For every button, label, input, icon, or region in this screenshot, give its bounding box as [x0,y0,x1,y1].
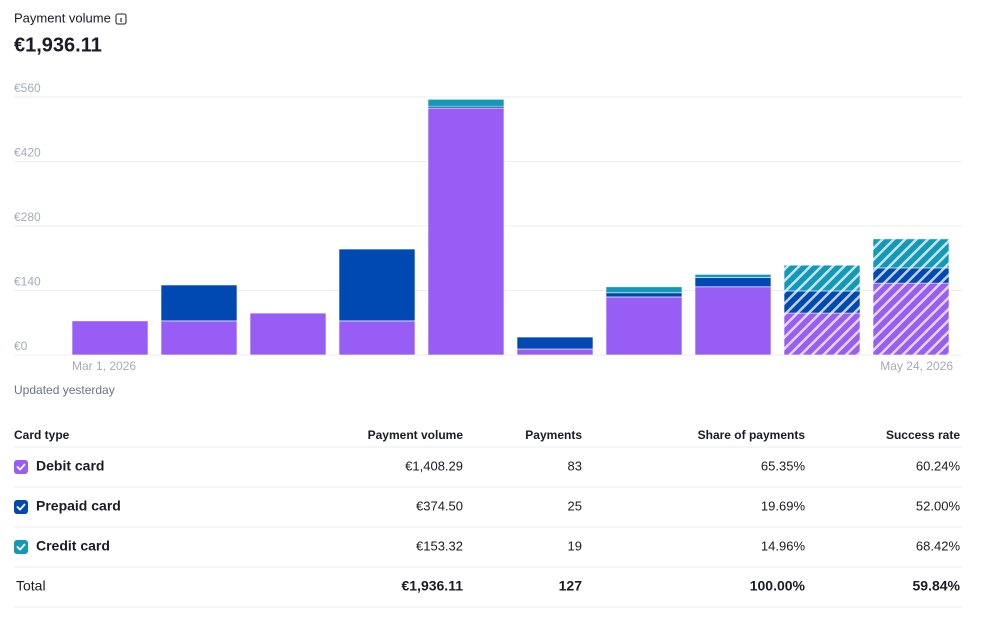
bar-segment [783,290,861,314]
checkbox-check [16,463,26,471]
bar-segment [872,238,950,269]
column-header: Payments [525,428,582,442]
bar-segment [694,274,772,278]
table-cell: 52.00% [916,498,961,513]
y-tick-label: €280 [14,210,41,224]
column-header: Share of payments [698,428,806,442]
total-cell: 127 [559,578,583,594]
bar-segment [338,248,416,322]
checkbox-check [16,543,26,551]
table-cell: 14.96% [761,538,806,553]
table-cell: €374.50 [416,498,463,513]
table-cell: 19 [568,538,582,553]
bar-segment [783,312,861,356]
checkbox-box [14,540,28,554]
table-cell: 68.42% [916,538,961,553]
bar-segment [71,320,149,356]
y-tick-label: €420 [14,146,41,160]
table-cell: 19.69% [761,498,806,513]
info-icon[interactable] [115,13,127,25]
x-tick-label: Mar 1, 2026 [72,359,136,373]
card-type-name: Prepaid card [36,498,121,514]
checkbox-check [16,503,26,511]
bar-segment [427,107,505,356]
y-tick-label: €0 [14,339,28,353]
widget-title: Payment volume [14,10,111,25]
table-cell: 65.35% [761,458,806,473]
bar-segment [249,312,327,356]
table-cell: €1,408.29 [405,458,463,473]
bar-segment [338,320,416,356]
column-header: Payment volume [368,428,464,442]
footnote: Updated yesterday [14,383,115,397]
bar-segment [783,264,861,292]
bar-segment [160,284,238,322]
table-cell: 83 [568,458,582,473]
total-cell: 100.00% [750,578,806,594]
table-cell: €153.32 [416,538,463,553]
checkbox-box [14,460,28,474]
bar-segment [160,320,238,356]
total-cell: €1,936.11 [401,578,463,594]
card-type-name: Debit card [36,458,104,474]
card-type-checkbox[interactable] [14,540,28,554]
card-type-checkbox[interactable] [14,500,28,514]
table-cell: 25 [568,498,582,513]
total-cell: 59.84% [913,578,961,594]
y-tick-label: €140 [14,275,41,289]
bar-segment [694,277,772,288]
column-header: Success rate [886,428,960,442]
bar-segment [605,296,683,356]
x-tick-label: May 24, 2026 [880,359,953,373]
table-cell: 60.24% [916,458,961,473]
total-cell: Total [16,578,46,594]
bar-segment [427,99,505,107]
card-type-checkbox[interactable] [14,460,28,474]
bar-segment [516,336,594,350]
column-header: Card type [14,428,70,442]
bar-segment [694,286,772,356]
info-icon-box [115,13,127,25]
bar-segment [516,348,594,356]
card-type-name: Credit card [36,538,110,554]
bar-segment [872,282,950,356]
bar-segment [872,267,950,284]
bar-segment [605,286,683,294]
total-volume: €1,936.11 [14,34,102,56]
y-tick-label: €560 [14,81,41,95]
bar-segment [605,292,683,298]
checkbox-box [14,500,28,514]
